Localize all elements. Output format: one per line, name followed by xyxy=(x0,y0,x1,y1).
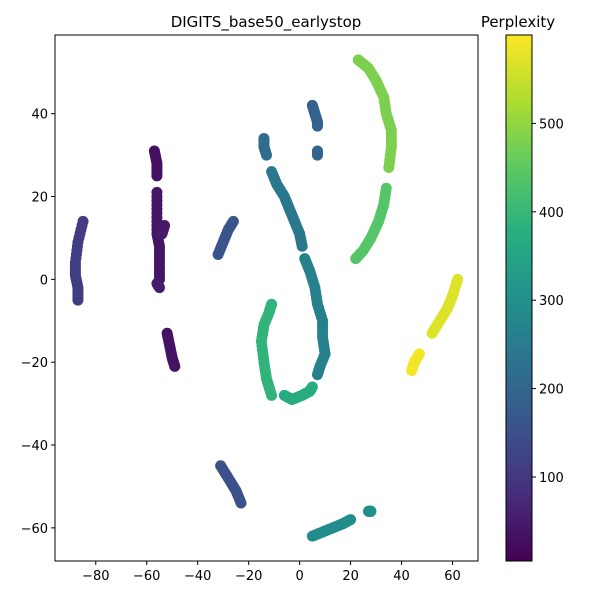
x-axis: −80 −60 −40 −20 0 20 40 60 xyxy=(82,561,461,584)
colorbar-tick-label: 200 xyxy=(539,383,564,398)
colorbar-tick-label: 500 xyxy=(539,117,564,132)
colorbar-axis: 100 200 300 400 500 xyxy=(532,117,564,486)
x-tick-label: −60 xyxy=(133,569,160,584)
y-tick-label: 20 xyxy=(31,191,48,206)
y-tick-label: 40 xyxy=(31,108,48,123)
data-point xyxy=(72,294,84,306)
data-point xyxy=(426,327,438,339)
colorbar-tick-label: 100 xyxy=(539,471,564,486)
data-point xyxy=(153,282,165,294)
data-point xyxy=(380,182,392,194)
colorbar xyxy=(505,34,533,562)
data-point xyxy=(227,215,239,227)
colorbar-label: Perplexity xyxy=(481,13,555,31)
points-layer xyxy=(69,54,464,542)
data-point xyxy=(311,149,323,161)
data-point xyxy=(311,120,323,132)
x-tick-label: 60 xyxy=(444,569,461,584)
data-point xyxy=(406,364,418,376)
data-point xyxy=(296,240,308,252)
colorbar-tick-label: 300 xyxy=(539,294,564,309)
data-point xyxy=(352,54,364,66)
data-point xyxy=(365,505,377,517)
data-point xyxy=(169,360,181,372)
x-tick-label: 20 xyxy=(342,569,359,584)
data-point xyxy=(311,369,323,381)
x-tick-label: 0 xyxy=(295,569,303,584)
x-tick-label: −40 xyxy=(184,569,211,584)
y-tick-label: −40 xyxy=(21,439,48,454)
y-axis: −60 −40 −20 0 20 40 xyxy=(21,108,55,537)
x-tick-label: −80 xyxy=(82,569,109,584)
data-point xyxy=(151,170,163,182)
chart-title: DIGITS_base50_earlystop xyxy=(171,13,362,32)
data-point xyxy=(306,381,318,393)
x-tick-label: −20 xyxy=(235,569,262,584)
data-point xyxy=(345,514,357,526)
data-point xyxy=(261,149,272,161)
x-tick-label: 40 xyxy=(393,569,410,584)
plot-frame xyxy=(54,34,479,562)
y-tick-label: −60 xyxy=(21,522,48,537)
data-point xyxy=(235,497,247,509)
data-point xyxy=(266,298,278,310)
colorbar-tick-label: 400 xyxy=(539,206,564,221)
data-point xyxy=(156,228,168,240)
y-tick-label: −20 xyxy=(21,356,48,371)
y-tick-label: 0 xyxy=(40,273,48,288)
